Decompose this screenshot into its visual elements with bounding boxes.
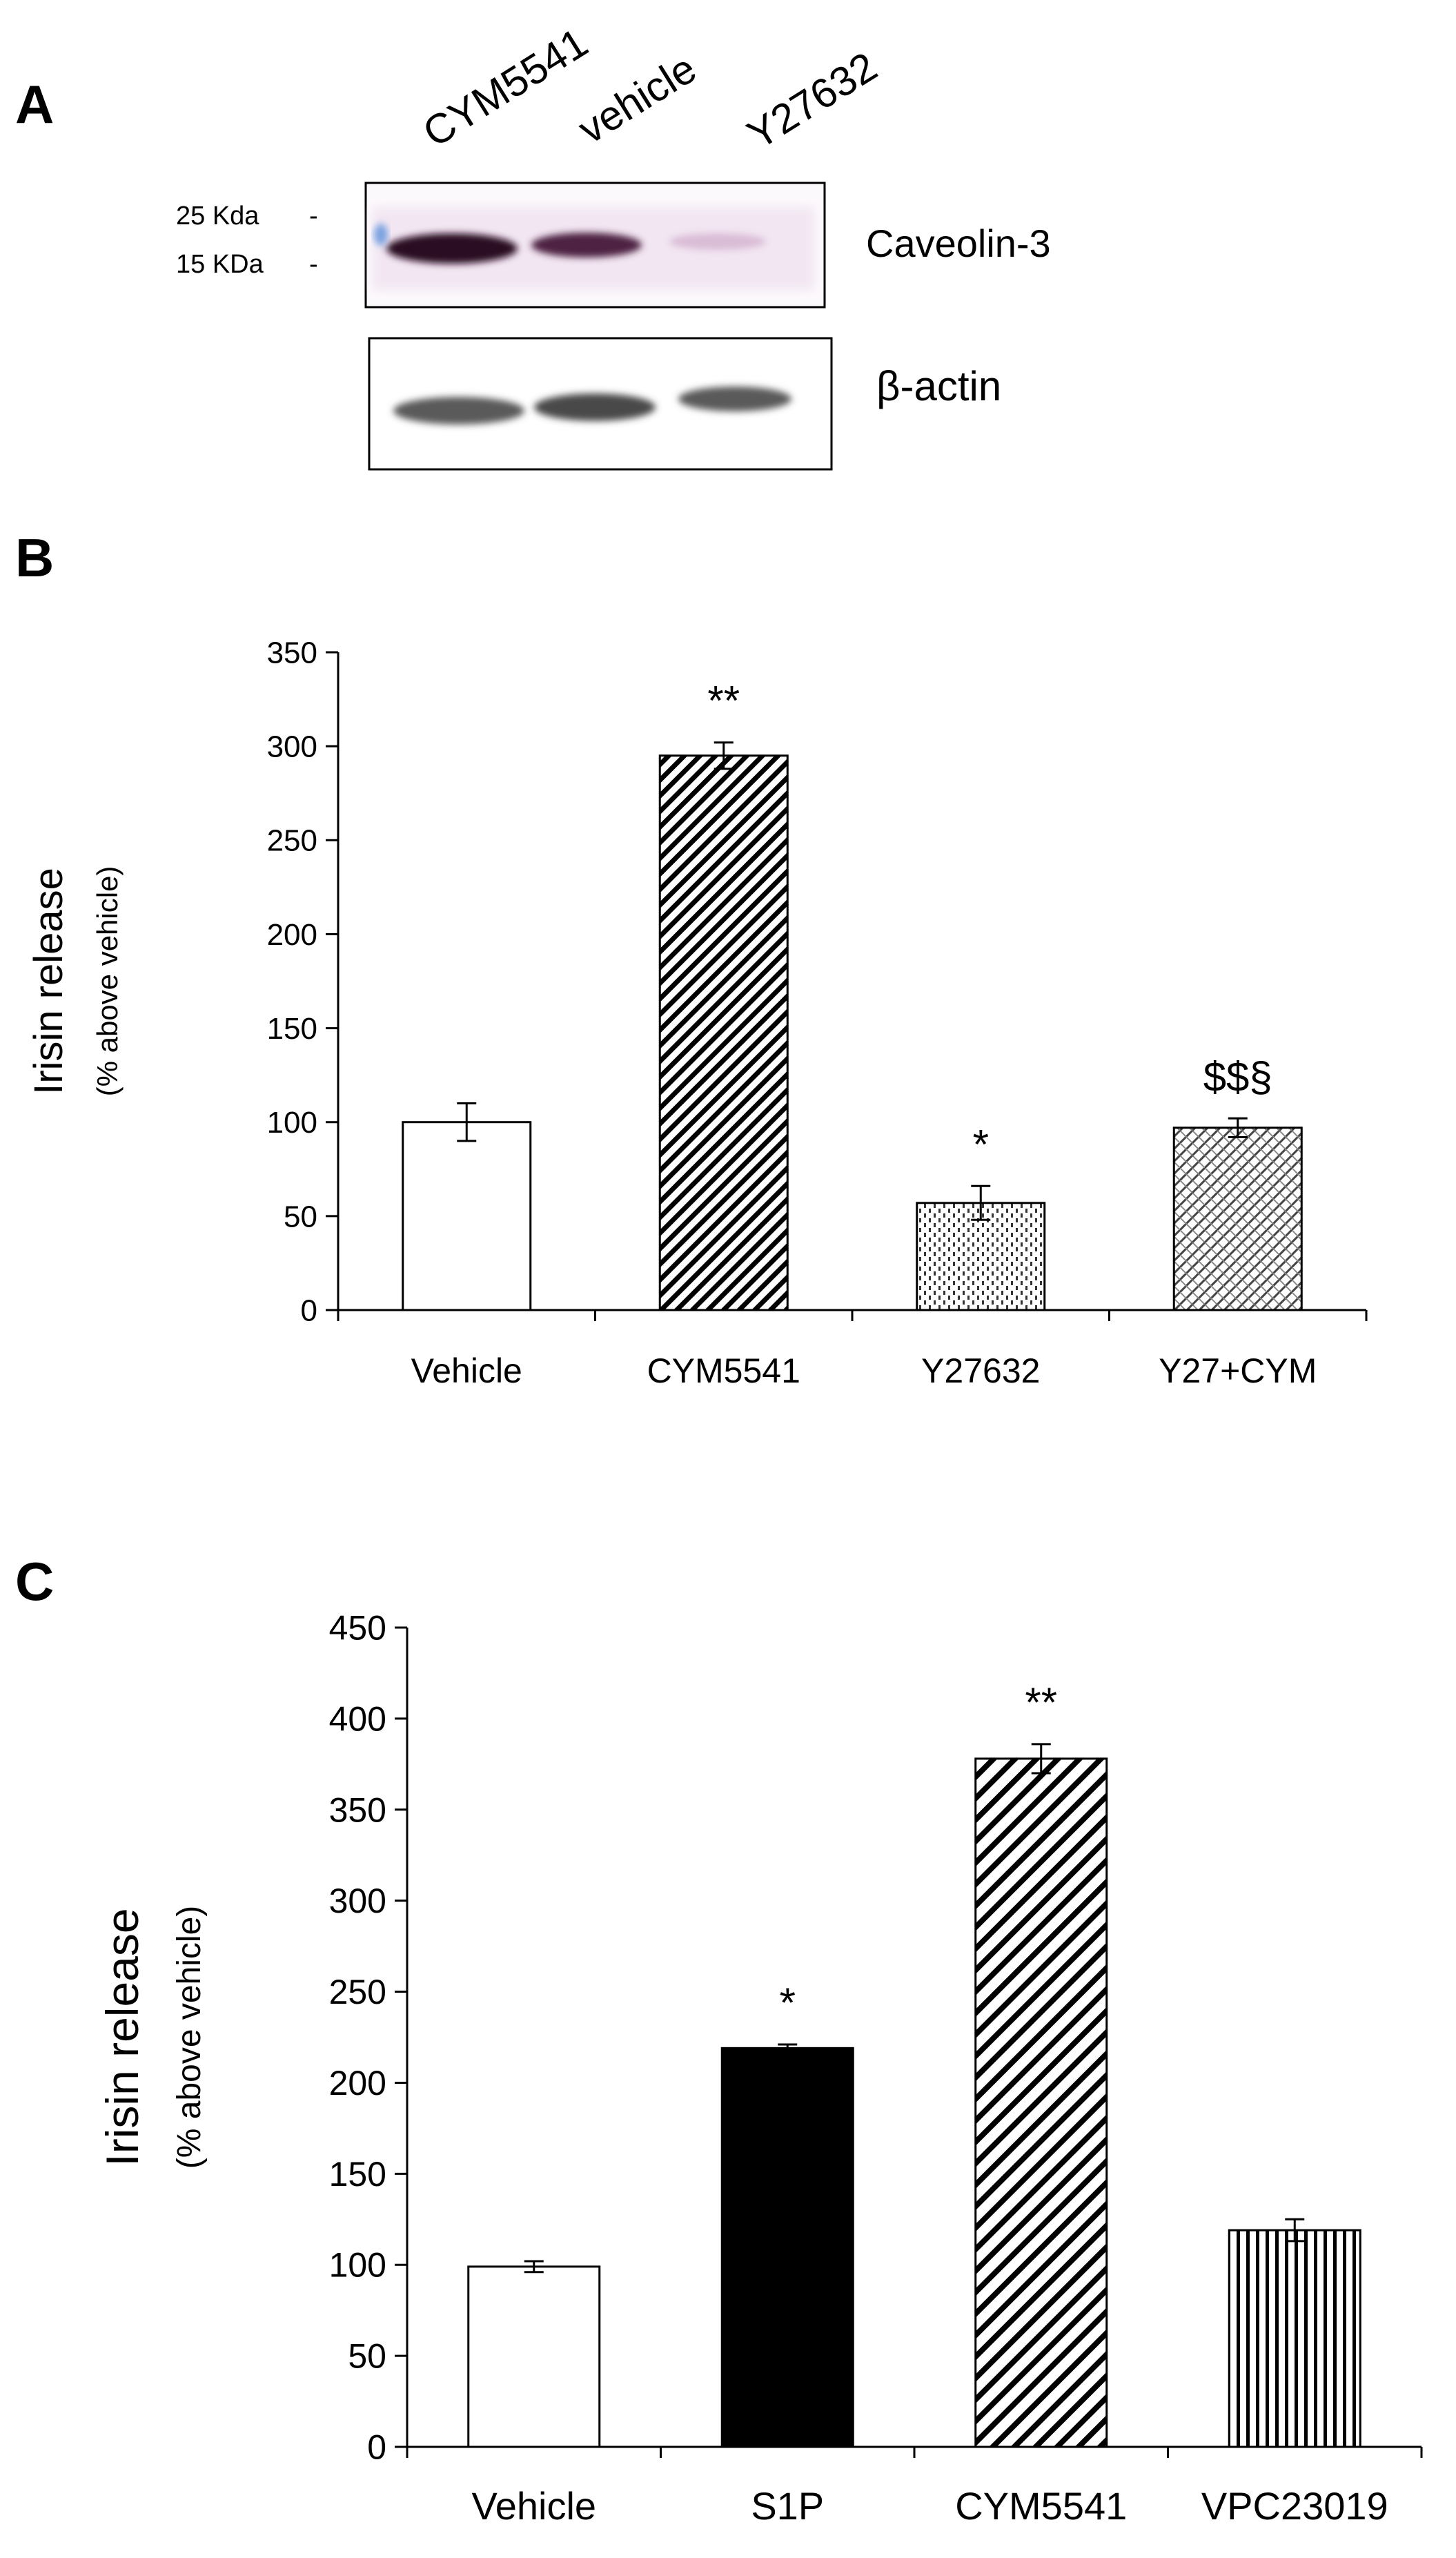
category-label-b: Y27+CYM — [1159, 1351, 1317, 1390]
y-tick-label-c: 200 — [329, 2064, 386, 2102]
category-label-c: CYM5541 — [955, 2484, 1127, 2528]
significance-marker-b: ** — [707, 678, 740, 724]
bar-c — [467, 2265, 601, 2448]
category-label-b: Y27632 — [921, 1351, 1040, 1390]
panel-a-letter: A — [15, 74, 54, 135]
significance-marker-c: ** — [1025, 1679, 1057, 1726]
y-tick-label-b: 150 — [267, 1012, 317, 1046]
actin-band-lane-2 — [534, 393, 656, 421]
lane-label-y27632: Y27632 — [739, 43, 885, 158]
bar-c — [1228, 2229, 1361, 2448]
y-axis-title-c: Irisin release — [97, 1908, 148, 2166]
y-tick-label-b: 0 — [301, 1293, 317, 1327]
panel-c-letter: C — [15, 1551, 54, 1612]
caveolin-band-lane-1 — [386, 233, 518, 264]
y-tick-label-c: 50 — [348, 2337, 386, 2376]
y-tick-label-c: 450 — [329, 1609, 386, 1648]
panel-a: A CYM5541 vehicle Y27632 25 Kda - 15 KDa… — [15, 19, 1051, 471]
significance-marker-c: * — [780, 1980, 796, 2026]
bar-b — [658, 754, 789, 1311]
actin-band-lane-3 — [678, 387, 791, 411]
y-tick-label-c: 350 — [329, 1790, 386, 1829]
significance-marker-b: $$§ — [1203, 1053, 1272, 1100]
category-label-c: VPC23019 — [1201, 2484, 1388, 2528]
y-tick-label-b: 250 — [267, 824, 317, 858]
marker-25kda-tick: - — [309, 202, 318, 231]
caveolin-label: Caveolin-3 — [866, 222, 1051, 265]
caveolin-band-lane-2 — [531, 233, 642, 257]
y-tick-label-b: 100 — [267, 1106, 317, 1140]
caveolin-blot-blue-spot — [374, 224, 388, 246]
actin-label: β-actin — [876, 363, 1001, 409]
chart-c: 0 50 100 150 200 250 300 350 400 450 Vehicle * S1P **… — [97, 1609, 1423, 2528]
y-tick-label-b: 50 — [284, 1200, 317, 1233]
y-tick-label-b: 300 — [267, 730, 317, 764]
significance-marker-b: * — [973, 1121, 989, 1167]
category-label-c: Vehicle — [471, 2484, 596, 2528]
marker-15kda: 15 KDa — [176, 250, 264, 279]
marker-25kda: 25 Kda — [176, 202, 259, 231]
y-axis-title-b: Irisin release — [26, 868, 71, 1095]
y-axis-subtitle-c: (% above vehicle) — [171, 1906, 208, 2169]
bar-b — [1172, 1126, 1303, 1311]
y-tick-label-b: 350 — [267, 636, 317, 670]
category-label-b: CYM5541 — [647, 1351, 800, 1390]
caveolin-band-lane-3 — [669, 233, 766, 250]
panel-c: C 0 50 100 150 200 250 300 350 400 450 Vehicle * S1P… — [15, 1551, 1423, 2528]
y-tick-label-c: 250 — [329, 1973, 386, 2011]
y-tick-label-c: 400 — [329, 1699, 386, 1738]
bar-b — [402, 1121, 532, 1311]
y-tick-label-b: 200 — [267, 918, 317, 952]
bar-c — [974, 1757, 1108, 2448]
category-label-b: Vehicle — [411, 1351, 522, 1390]
bar-c — [720, 2047, 854, 2448]
marker-15kda-tick: - — [309, 250, 318, 279]
y-axis-subtitle-b: (% above vehicle) — [91, 866, 124, 1097]
category-label-c: S1P — [751, 2484, 824, 2528]
y-tick-label-c: 150 — [329, 2155, 386, 2194]
actin-band-lane-1 — [393, 397, 524, 424]
chart-b: 0 50 100 150 200 250 300 350 Vehicle ** CYM5541 * Y2… — [26, 636, 1368, 1390]
lane-label-cym5541: CYM5541 — [415, 19, 596, 156]
panel-b-letter: B — [15, 527, 54, 588]
panel-b: B 0 50 100 150 200 250 300 350 Vehicle ** CYM5541 *… — [15, 527, 1368, 1390]
y-tick-label-c: 0 — [367, 2428, 386, 2467]
y-tick-label-c: 100 — [329, 2246, 386, 2285]
y-tick-label-c: 300 — [329, 1882, 386, 1920]
